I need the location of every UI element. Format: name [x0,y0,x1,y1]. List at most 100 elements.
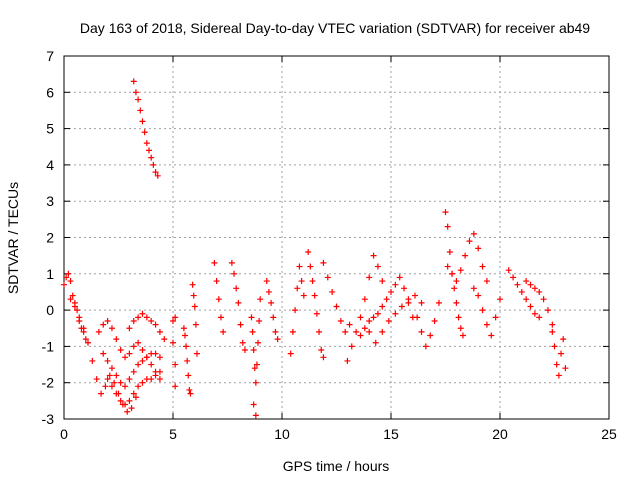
data-point [249,328,256,335]
data-point [135,383,142,390]
data-point [453,299,460,306]
data-point [505,267,512,274]
data-point [102,383,109,390]
data-point [257,296,264,303]
y-tick-label: 3 [46,193,54,209]
data-point [540,296,547,303]
data-point [187,390,194,397]
data-points [61,78,569,419]
data-point [135,96,142,103]
data-point [139,118,146,125]
data-point [250,347,257,354]
data-point [190,292,197,299]
y-tick-label: 2 [46,230,54,246]
data-point [250,401,257,408]
data-point [211,259,218,266]
data-point [71,303,78,310]
data-point [181,332,188,339]
data-point [272,328,279,335]
x-tick-label: 10 [274,426,290,442]
y-tick-label: 6 [46,84,54,100]
data-point [184,357,191,364]
data-point [135,314,142,321]
data-point [531,285,538,292]
data-point [488,332,495,339]
data-point [172,361,179,368]
x-tick-label: 20 [492,426,508,442]
data-point [156,376,163,383]
data-point [544,307,551,314]
data-point [265,288,272,295]
data-point [457,325,464,332]
data-point [152,321,159,328]
data-point [385,317,392,324]
data-point [479,263,486,270]
data-point [113,390,120,397]
data-point [139,379,146,386]
data-point [398,303,405,310]
data-point [374,310,381,317]
data-point [346,321,353,328]
x-tick-label: 0 [60,426,68,442]
data-point [422,343,429,350]
data-point [313,310,320,317]
data-point [372,339,379,346]
data-point [252,379,259,386]
data-point [148,317,155,324]
data-point [252,412,259,419]
data-point [298,278,305,285]
data-point [444,263,451,270]
data-point [239,339,246,346]
data-point [233,285,240,292]
data-point [531,310,538,317]
chart-title: Day 163 of 2018, Sidereal Day-to-day VTE… [80,20,590,36]
data-point [98,390,105,397]
data-point [135,361,142,368]
data-point [193,350,200,357]
data-point [217,314,224,321]
data-point [333,303,340,310]
data-point [161,336,168,343]
data-point [483,278,490,285]
y-tick-label: 5 [46,121,54,137]
data-point [353,328,360,335]
y-axis-label: SDTVAR / TECUs [5,182,21,294]
data-point [67,278,74,285]
data-point [74,307,81,314]
data-point [383,296,390,303]
data-point [549,321,556,328]
data-point [396,274,403,281]
data-point [215,296,222,303]
data-point [130,78,137,85]
data-point [536,314,543,321]
data-point [220,328,227,335]
data-point [274,336,281,343]
data-point [549,328,556,335]
data-point [457,267,464,274]
data-point [366,274,373,281]
data-point [126,397,133,404]
data-point [106,372,113,379]
data-point [255,339,262,346]
data-point [446,249,453,256]
data-point [479,307,486,314]
data-point [237,321,244,328]
data-point [139,357,146,364]
data-point [418,328,425,335]
data-point [135,339,142,346]
data-point [292,307,299,314]
data-point [130,390,137,397]
data-point [150,161,157,168]
data-point [132,394,139,401]
data-point [357,332,364,339]
y-tick-label: 4 [46,157,54,173]
data-point [139,347,146,354]
data-point [172,314,179,321]
data-point [170,317,176,324]
data-point [300,292,307,299]
data-point [510,274,517,281]
data-point [483,321,490,328]
data-point [449,270,456,277]
data-point [392,281,399,288]
data-point [148,376,155,383]
